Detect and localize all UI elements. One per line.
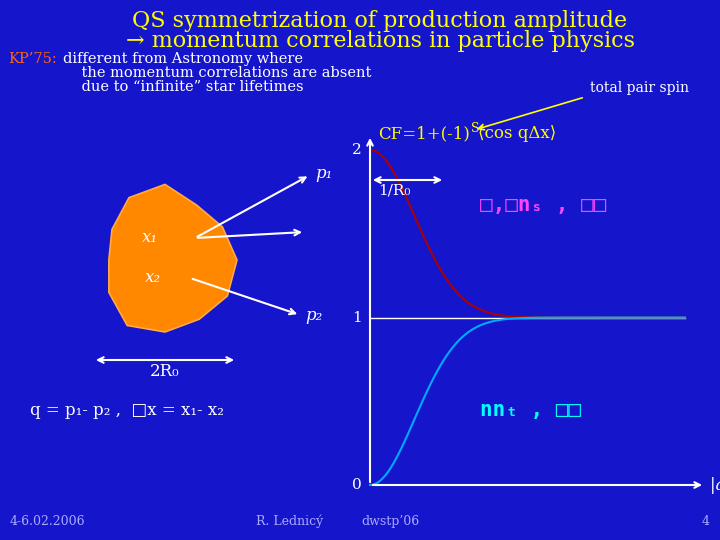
Text: the momentum correlations are absent: the momentum correlations are absent xyxy=(63,66,372,80)
Text: different from Astronomy where: different from Astronomy where xyxy=(63,52,303,66)
Text: |q|: |q| xyxy=(710,476,720,494)
Text: ⟨cos qΔx⟩: ⟨cos qΔx⟩ xyxy=(478,125,557,142)
Text: dwstp’06: dwstp’06 xyxy=(361,515,419,528)
Polygon shape xyxy=(109,184,237,332)
Text: □,□nₛ , □□: □,□nₛ , □□ xyxy=(480,195,606,215)
Text: q = p₁- p₂ ,  □x = x₁- x₂: q = p₁- p₂ , □x = x₁- x₂ xyxy=(30,402,224,419)
Text: p₁: p₁ xyxy=(315,165,332,181)
Text: 2R₀: 2R₀ xyxy=(150,363,180,380)
Text: 1/R₀: 1/R₀ xyxy=(378,183,410,197)
Text: due to “infinite” star lifetimes: due to “infinite” star lifetimes xyxy=(63,80,304,94)
Text: p₂: p₂ xyxy=(305,307,323,323)
Text: CF=1+(-1): CF=1+(-1) xyxy=(378,125,470,142)
Text: x₁: x₁ xyxy=(142,230,158,246)
Text: 4-6.02.2006: 4-6.02.2006 xyxy=(10,515,86,528)
Text: 0: 0 xyxy=(352,478,362,492)
Text: → momentum correlations in particle physics: → momentum correlations in particle phys… xyxy=(125,30,634,52)
Text: KP’75:: KP’75: xyxy=(8,52,57,66)
Text: 2: 2 xyxy=(352,143,362,157)
Text: QS symmetrization of production amplitude: QS symmetrization of production amplitud… xyxy=(132,10,628,32)
Text: S: S xyxy=(471,122,480,135)
Text: 1: 1 xyxy=(352,310,362,325)
Text: 4: 4 xyxy=(702,515,710,528)
Text: x₂: x₂ xyxy=(145,269,161,287)
Text: R. Lednicý: R. Lednicý xyxy=(256,515,323,528)
Text: total pair spin: total pair spin xyxy=(590,81,689,95)
Text: nnₜ , □□: nnₜ , □□ xyxy=(480,400,581,420)
